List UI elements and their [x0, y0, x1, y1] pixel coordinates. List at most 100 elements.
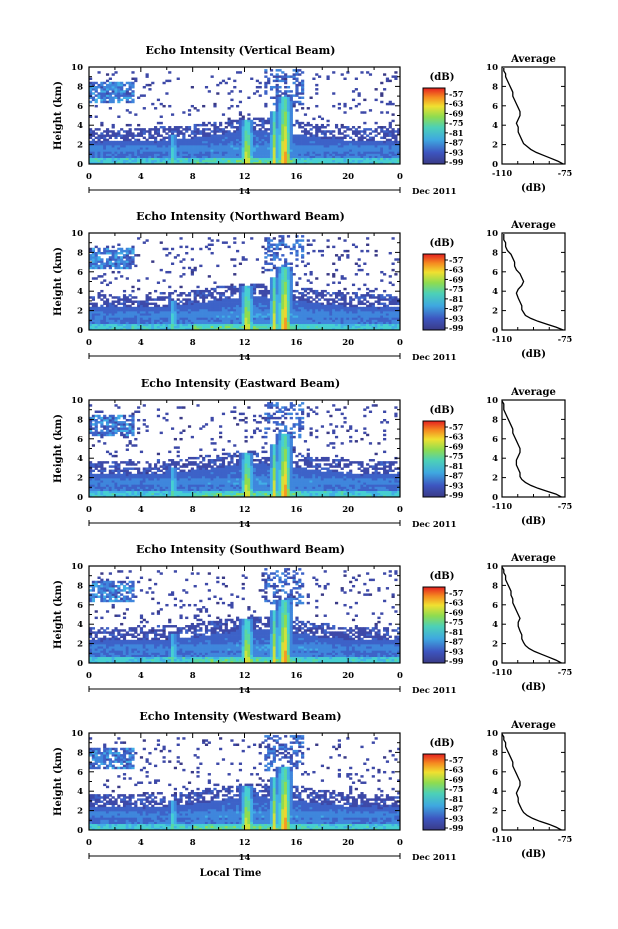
heat-cell: [329, 159, 333, 163]
heat-cell: [357, 264, 361, 268]
heat-cell: [117, 147, 121, 150]
heat-cell: [114, 317, 118, 320]
heat-cell: [103, 279, 107, 282]
heat-cell: [284, 111, 288, 114]
heat-cell: [289, 126, 293, 129]
heat-cell: [286, 104, 291, 108]
heat-cell: [286, 140, 291, 144]
heat-cell: [383, 319, 387, 322]
heat-cell: [292, 313, 296, 316]
heat-cell: [286, 313, 291, 316]
heat-cell: [278, 268, 282, 272]
heat-cell: [261, 123, 265, 127]
heat-cell: [275, 98, 279, 102]
heat-cell: [128, 138, 132, 142]
heat-cell: [309, 281, 313, 284]
heat-cell: [213, 311, 217, 314]
heat-cell: [278, 109, 282, 112]
heat-cell: [360, 323, 364, 327]
heat-cell: [108, 323, 112, 327]
heat-cell: [337, 149, 341, 152]
heat-cell: [337, 237, 341, 240]
heat-cell: [190, 104, 194, 108]
heat-cell: [278, 298, 282, 301]
heat-cell: [394, 130, 398, 133]
heat-cell: [301, 136, 305, 140]
heat-cell: [275, 155, 279, 159]
heat-cell: [139, 306, 144, 310]
heat-cell: [326, 315, 330, 318]
heat-cell: [284, 266, 288, 270]
heat-cell: [306, 313, 310, 316]
heat-cell: [357, 136, 361, 140]
heat-cell: [148, 327, 152, 331]
heat-cell: [312, 126, 316, 129]
heat-cell: [286, 138, 291, 142]
heat-cell: [151, 147, 155, 150]
heat-cell: [230, 119, 234, 123]
heat-cell: [394, 306, 398, 310]
heat-cell: [264, 323, 268, 327]
heat-cell: [202, 323, 206, 327]
heat-cell: [292, 317, 296, 320]
heat-cell: [91, 490, 96, 494]
heat-cell: [89, 85, 93, 89]
heat-cell: [351, 149, 356, 152]
heat-cell: [332, 281, 336, 284]
heat-cell: [269, 142, 274, 146]
heat-cell: [103, 414, 107, 418]
heat-cell: [269, 311, 274, 314]
heat-cell: [303, 142, 308, 146]
heat-cell: [196, 302, 200, 306]
heat-cell: [340, 302, 344, 306]
heat-cell: [216, 142, 220, 146]
heat-cell: [179, 161, 183, 165]
heat-cell: [340, 153, 344, 156]
heat-cell: [213, 130, 217, 133]
heat-cell: [264, 151, 268, 154]
heat-cell: [241, 325, 245, 329]
heat-cell: [230, 159, 234, 163]
heat-cell: [295, 311, 299, 314]
heat-cell: [97, 247, 101, 251]
heat-cell: [329, 319, 333, 322]
heat-cell: [168, 126, 172, 129]
heat-cell: [275, 140, 279, 144]
heat-cell: [244, 126, 248, 129]
heat-cell: [371, 311, 375, 314]
heat-cell: [105, 247, 110, 251]
heat-cell: [261, 323, 265, 327]
heat-cell: [275, 319, 279, 322]
heat-cell: [89, 90, 93, 93]
heat-cell: [247, 298, 251, 301]
heat-cell: [303, 159, 308, 163]
heat-cell: [97, 475, 101, 479]
heat-cell: [227, 304, 231, 308]
heat-cell: [151, 317, 155, 320]
heat-cell: [301, 90, 305, 93]
heat-cell: [91, 480, 96, 483]
heat-cell: [145, 142, 149, 146]
heat-cell: [323, 132, 327, 135]
heat-cell: [108, 140, 112, 144]
heat-cell: [281, 151, 285, 154]
heat-cell: [210, 151, 214, 154]
heat-cell: [357, 149, 361, 152]
heat-cell: [292, 153, 296, 156]
heat-cell: [185, 153, 189, 156]
heat-cell: [323, 317, 327, 320]
heat-cell: [103, 416, 107, 420]
heat-cell: [329, 313, 333, 316]
heat-cell: [154, 161, 158, 165]
heat-cell: [269, 151, 274, 154]
heat-cell: [199, 313, 203, 316]
heat-cell: [151, 153, 155, 156]
heat-cell: [264, 142, 268, 146]
heat-cell: [94, 410, 98, 413]
heat-cell: [128, 323, 132, 327]
heat-cell: [103, 418, 107, 422]
heat-cell: [394, 302, 398, 306]
heat-cell: [108, 92, 112, 95]
heat-cell: [315, 73, 319, 76]
heat-cell: [185, 149, 189, 152]
